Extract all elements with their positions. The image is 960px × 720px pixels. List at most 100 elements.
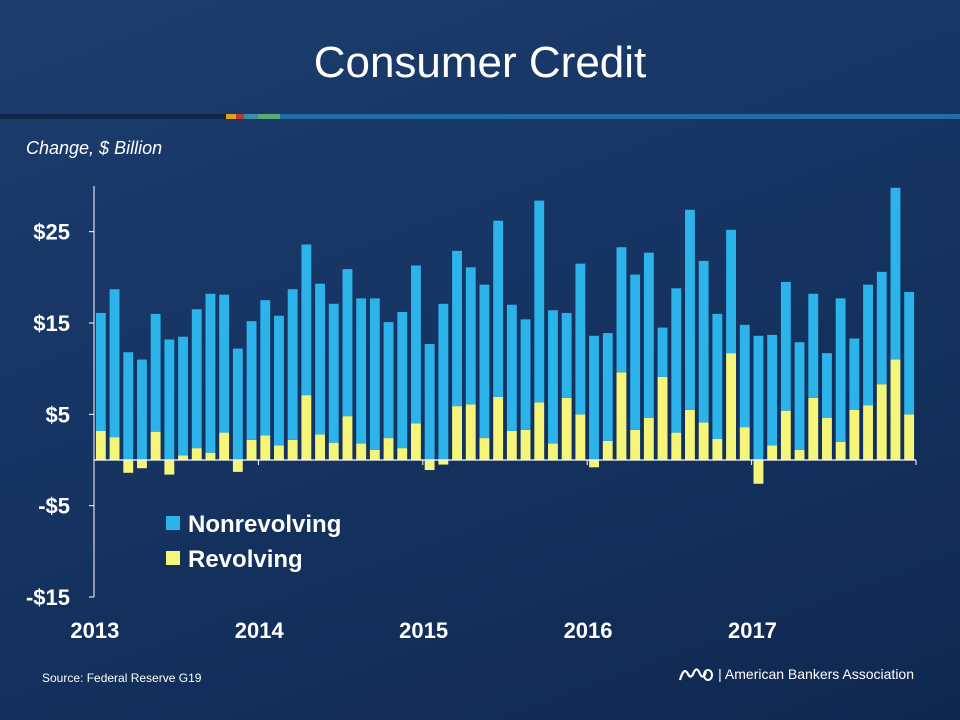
nonrevolving-bar	[698, 260, 709, 423]
nonrevolving-bar	[849, 338, 860, 410]
revolving-bar	[383, 438, 394, 460]
nonrevolving-bar	[794, 342, 805, 450]
revolving-bar	[534, 402, 545, 460]
x-tick-label: 2015	[399, 618, 448, 643]
revolving-bar	[479, 438, 490, 460]
nonrevolving-bar	[342, 269, 353, 417]
nonrevolving-bar	[534, 200, 545, 403]
nonrevolving-bar	[232, 348, 243, 460]
nonrevolving-bar	[137, 359, 147, 460]
revolving-bar	[822, 417, 832, 460]
revolving-bar	[150, 431, 161, 460]
nonrevolving-bar	[150, 313, 161, 432]
revolving-bar	[287, 439, 298, 460]
nonrevolving-bar	[287, 289, 298, 440]
nonrevolving-bar	[602, 333, 613, 441]
revolving-bar	[328, 442, 339, 460]
nonrevolving-bar	[274, 315, 284, 446]
legend-swatch-nonrevolving	[166, 516, 180, 530]
revolving-bar	[575, 414, 586, 460]
x-tick-label: 2017	[728, 618, 777, 643]
nonrevolving-bar	[520, 319, 531, 430]
nonrevolving-bar	[876, 271, 887, 385]
revolving-bar	[205, 452, 216, 460]
nonrevolving-bar	[863, 284, 873, 406]
legend-swatch-revolving	[166, 551, 180, 565]
revolving-bar	[452, 406, 462, 460]
nonrevolving-bar	[383, 322, 394, 439]
revolving-bar	[178, 455, 188, 460]
revolving-bar	[589, 460, 599, 468]
revolving-bar	[671, 432, 682, 460]
revolving-bar	[643, 417, 654, 460]
rule-segment-green	[258, 114, 280, 119]
revolving-bar	[876, 384, 887, 460]
revolving-bar	[712, 438, 723, 460]
nonrevolving-bar	[479, 284, 490, 439]
nonrevolving-bar	[767, 334, 778, 446]
rule-segment-rest	[280, 114, 960, 119]
revolving-bar	[411, 423, 421, 460]
nonrevolving-bar	[643, 252, 654, 418]
nonrevolving-bar	[178, 336, 188, 456]
nonrevolving-bar	[246, 321, 257, 440]
revolving-bar	[520, 429, 531, 460]
nonrevolving-bar	[657, 327, 668, 377]
nonrevolving-bar	[356, 298, 367, 444]
revolving-bar	[493, 396, 504, 460]
nonrevolving-bar	[205, 293, 216, 453]
nonrevolving-bar	[452, 250, 462, 407]
nonrevolving-bar	[575, 263, 586, 415]
nonrevolving-bar	[369, 298, 380, 450]
nonrevolving-bar	[438, 303, 449, 460]
nonrevolving-bar	[726, 229, 736, 354]
revolving-bar	[356, 443, 367, 460]
y-axis-label: Change, $ Billion	[26, 138, 163, 158]
revolving-bar	[232, 460, 243, 472]
revolving-bar	[616, 372, 627, 460]
source-note: Source: Federal Reserve G19	[42, 671, 202, 685]
revolving-bar	[424, 460, 435, 471]
rule-segment-dark	[0, 114, 226, 119]
revolving-bar	[602, 440, 613, 460]
revolving-bar	[657, 376, 668, 460]
nonrevolving-bar	[753, 335, 764, 460]
aba-logo: | American Bankers Association	[678, 664, 914, 684]
nonrevolving-bar	[712, 313, 723, 439]
x-tick-label: 2014	[235, 618, 285, 643]
title-rule	[0, 114, 960, 119]
revolving-bar	[780, 410, 791, 460]
revolving-bar	[835, 441, 846, 460]
nonrevolving-bar	[315, 283, 325, 435]
revolving-bar	[397, 448, 408, 460]
rule-segment-orange	[226, 114, 236, 119]
y-tick-label: -$5	[38, 494, 70, 519]
nonrevolving-bar	[328, 303, 339, 443]
nonrevolving-bar	[822, 353, 832, 418]
nonrevolving-bar	[260, 300, 271, 436]
revolving-bar	[548, 443, 558, 460]
revolving-bar	[685, 409, 695, 460]
nonrevolving-bar	[616, 247, 627, 373]
nonrevolving-bar	[95, 312, 106, 431]
revolving-bar	[767, 445, 778, 460]
revolving-bar	[137, 460, 147, 469]
nonrevolving-bar	[548, 310, 558, 444]
nonrevolving-bar	[685, 209, 695, 410]
revolving-bar	[369, 449, 380, 460]
revolving-bar	[438, 460, 449, 465]
revolving-bar	[698, 422, 709, 460]
revolving-bar	[342, 416, 353, 460]
revolving-bar	[904, 414, 915, 460]
nonrevolving-bar	[835, 298, 846, 442]
nonrevolving-bar	[191, 309, 202, 449]
nonrevolving-bar	[739, 324, 750, 428]
revolving-bar	[753, 460, 764, 484]
chart-title: Consumer Credit	[313, 38, 647, 87]
revolving-bar	[808, 397, 819, 460]
nonrevolving-bar	[219, 294, 230, 433]
aba-logo-text: | American Bankers Association	[718, 666, 914, 682]
nonrevolving-bar	[164, 339, 175, 460]
revolving-bar	[191, 448, 202, 460]
revolving-bar	[890, 359, 901, 460]
